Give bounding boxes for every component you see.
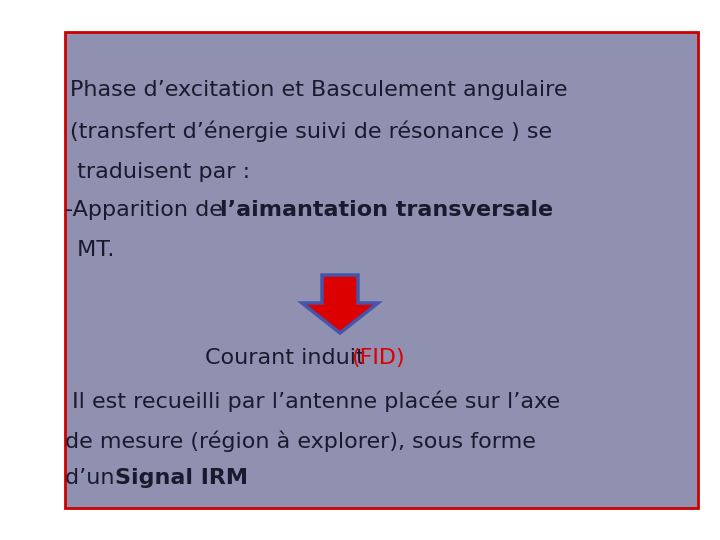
Bar — [65, 32, 698, 508]
Text: -Apparition de: -Apparition de — [65, 200, 230, 220]
Text: MT.: MT. — [70, 240, 114, 260]
Text: (FID): (FID) — [351, 348, 405, 368]
Polygon shape — [302, 275, 378, 333]
Text: Courant induit: Courant induit — [205, 348, 372, 368]
Text: l’aimantation transversale: l’aimantation transversale — [220, 200, 553, 220]
Text: (transfert d’énergie suivi de résonance ) se: (transfert d’énergie suivi de résonance … — [70, 120, 552, 141]
Text: d’un: d’un — [65, 468, 122, 488]
Text: Il est recueilli par l’antenne placée sur l’axe: Il est recueilli par l’antenne placée su… — [65, 390, 560, 411]
Text: Signal IRM: Signal IRM — [115, 468, 248, 488]
Text: de mesure (région à explorer), sous forme: de mesure (région à explorer), sous form… — [65, 430, 536, 451]
Text: Phase d’excitation et Basculement angulaire: Phase d’excitation et Basculement angula… — [70, 80, 567, 100]
Text: traduisent par :: traduisent par : — [70, 162, 250, 182]
